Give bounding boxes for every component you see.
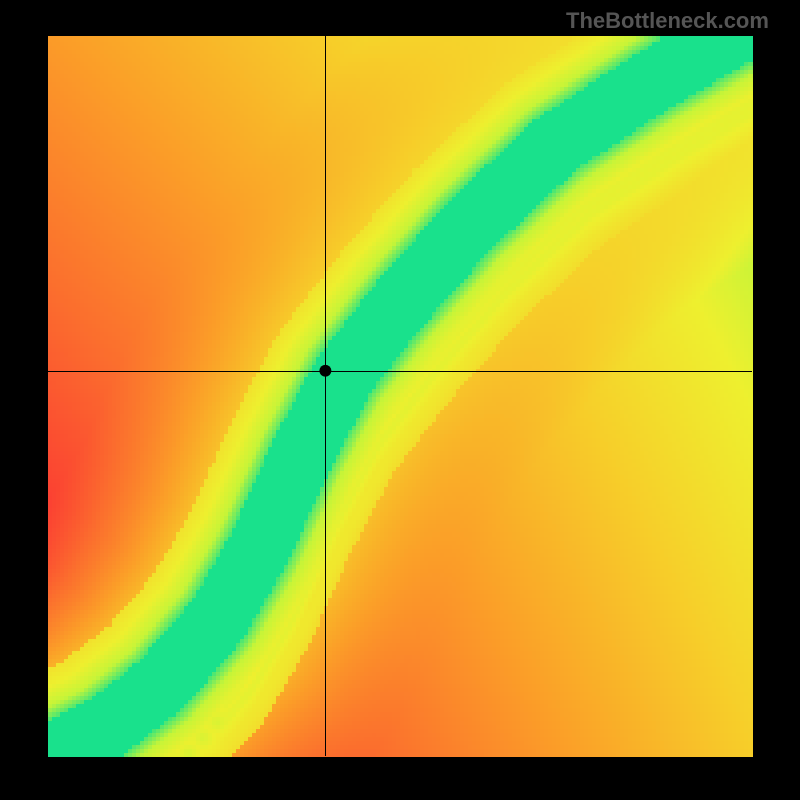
heatmap-canvas <box>0 0 800 800</box>
watermark-text: TheBottleneck.com <box>566 8 769 34</box>
stage: TheBottleneck.com <box>0 0 800 800</box>
